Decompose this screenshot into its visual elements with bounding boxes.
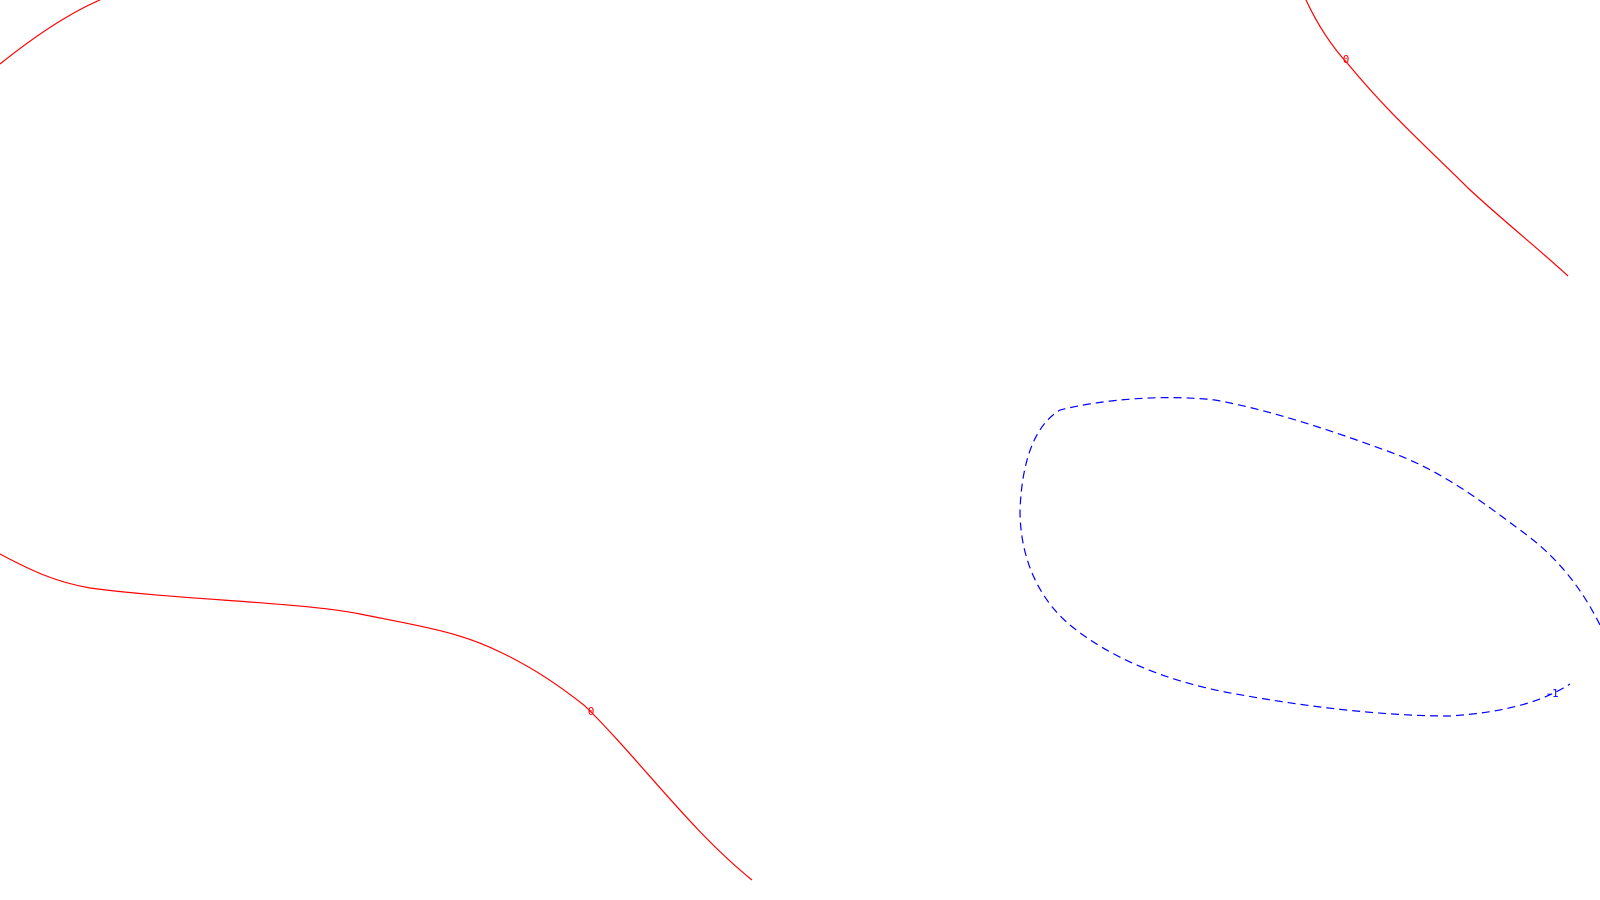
contour-label-zero-bottom-left: 0 xyxy=(588,705,595,718)
contour-label-zero-top-right: 0 xyxy=(1343,53,1350,66)
contour-line-zero-top-left xyxy=(0,0,101,65)
contour-line-zero-bottom-left xyxy=(0,553,753,881)
contour-line-minus-one xyxy=(1019,397,1600,717)
contour-label-minus-one: -1 xyxy=(1545,687,1558,700)
contour-line-zero-top-right xyxy=(1305,0,1569,277)
